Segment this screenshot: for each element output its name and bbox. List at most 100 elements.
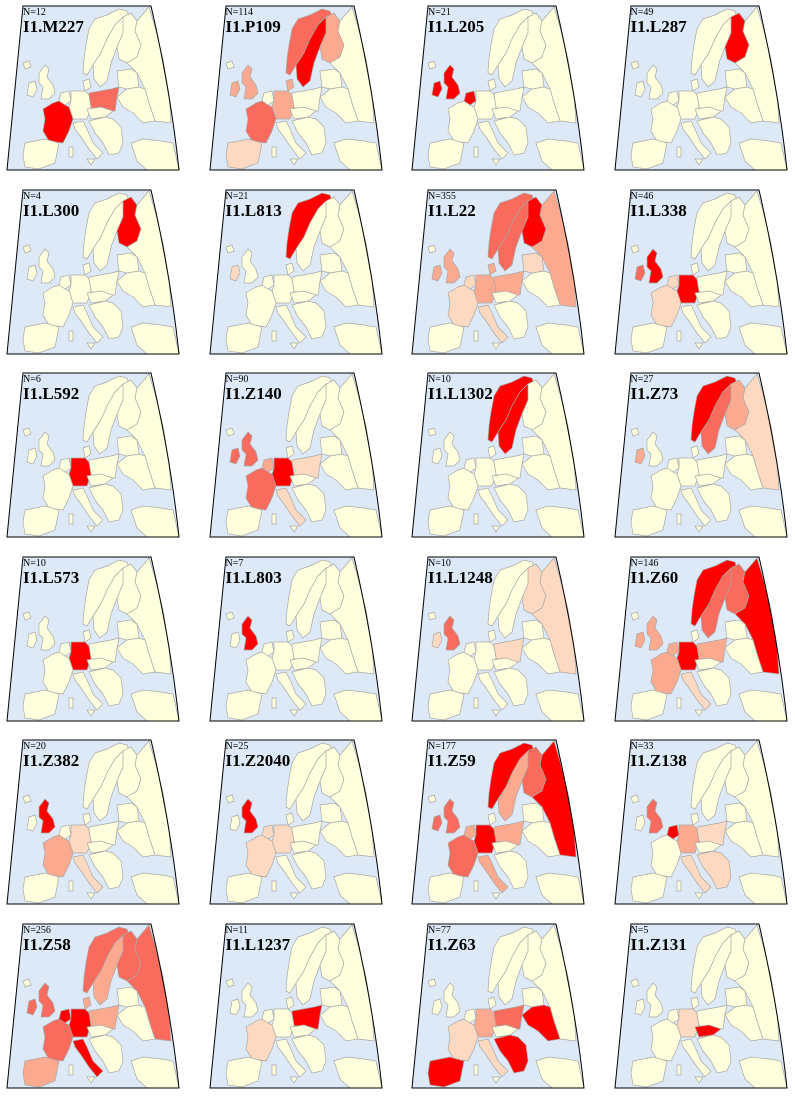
region-ukraine [521, 270, 561, 307]
region-netherlands [58, 90, 72, 106]
region-uk [646, 798, 663, 834]
region-denmark [82, 812, 92, 826]
region-netherlands [58, 824, 72, 840]
haplogroup-label: I1.Z2040 [225, 751, 291, 770]
region-sardinia [473, 697, 479, 708]
region-italy [680, 854, 711, 894]
haplogroup-label: I1.L300 [23, 200, 80, 220]
haplogroup-label: I1.L22 [428, 200, 476, 220]
region-netherlands [261, 274, 274, 289]
region-sardinia [676, 513, 681, 525]
region-czech [289, 473, 317, 487]
region-iberia [22, 322, 60, 353]
land-group [630, 923, 787, 1088]
region-iberia [630, 1056, 667, 1087]
region-balkans [88, 850, 124, 890]
region-sardinia [271, 146, 276, 158]
region-germany [271, 1008, 294, 1037]
region-denmark [690, 812, 699, 826]
region-netherlands [463, 641, 477, 656]
region-netherlands [261, 1008, 274, 1023]
region-czech [86, 106, 114, 120]
region-germany [271, 274, 294, 303]
region-sardinia [473, 1064, 479, 1075]
region-ukraine [319, 820, 358, 858]
region-france [447, 467, 479, 511]
region-czech [491, 473, 519, 487]
region-baltics [319, 252, 342, 273]
region-italy [680, 304, 711, 344]
europe-map [208, 556, 383, 721]
region-germany [68, 457, 92, 487]
region-czech [694, 1024, 722, 1037]
europe-map [6, 5, 180, 171]
region-uk [38, 64, 56, 100]
region-germany [473, 641, 497, 670]
region-uk [443, 614, 461, 650]
region-balkans [493, 667, 529, 706]
sample-count: N=12 [23, 7, 46, 18]
region-uk [241, 798, 258, 834]
region-uk [443, 64, 461, 100]
land-group [630, 556, 787, 721]
region-uk [38, 981, 56, 1017]
region-germany [68, 641, 92, 670]
region-germany [473, 274, 497, 303]
region-germany [676, 457, 699, 487]
region-balkans [493, 483, 529, 523]
region-czech [86, 657, 114, 670]
sample-count: N=20 [23, 741, 46, 752]
map-panel-17: N=20 I1.Z382 [3, 737, 183, 909]
region-denmark [487, 445, 497, 459]
land-group [225, 373, 382, 538]
region-ireland [229, 80, 240, 98]
region-denmark [487, 78, 497, 92]
region-sardinia [68, 697, 74, 708]
sample-count: N=5 [630, 924, 649, 936]
region-iceland-x [630, 794, 639, 804]
region-ireland [26, 631, 38, 648]
sample-count: N=6 [23, 374, 41, 385]
region-baltics [521, 252, 545, 273]
region-france [447, 100, 479, 144]
region-italy [275, 1038, 306, 1078]
region-sicily [86, 158, 96, 166]
europe-map [613, 739, 788, 905]
region-turkey [738, 872, 787, 905]
region-ukraine [116, 1004, 156, 1041]
region-iberia [225, 872, 262, 904]
region-denmark [487, 996, 497, 1010]
region-netherlands [463, 274, 477, 289]
region-uk [241, 247, 258, 283]
region-ukraine [116, 820, 156, 858]
region-ireland [229, 264, 240, 281]
europe-map [411, 189, 585, 354]
haplogroup-label: I1.L1248 [428, 567, 493, 587]
region-ireland [634, 998, 645, 1015]
region-italy [72, 671, 104, 711]
land-group [630, 6, 787, 171]
region-iceland-x [22, 60, 32, 70]
map-panel-8: N=46 I1.L338 [611, 187, 791, 359]
region-baltics [724, 802, 747, 824]
haplogroup-label: I1.L338 [630, 200, 687, 220]
region-ukraine [724, 637, 763, 674]
region-netherlands [666, 641, 679, 656]
region-iceland-x [427, 978, 437, 987]
region-ukraine [319, 637, 358, 674]
europe-map [6, 923, 180, 1088]
region-italy [72, 120, 104, 160]
region-netherlands [666, 457, 679, 473]
region-czech [86, 1024, 114, 1037]
region-baltics [521, 802, 545, 824]
region-baltics [116, 68, 140, 90]
europe-map [613, 189, 788, 354]
region-ireland [634, 447, 645, 465]
region-denmark [690, 996, 699, 1010]
region-iceland-x [225, 794, 234, 804]
region-sicily [288, 709, 299, 717]
region-uk [443, 798, 461, 834]
region-france [245, 100, 276, 144]
region-germany [676, 90, 699, 120]
region-uk [443, 981, 461, 1017]
